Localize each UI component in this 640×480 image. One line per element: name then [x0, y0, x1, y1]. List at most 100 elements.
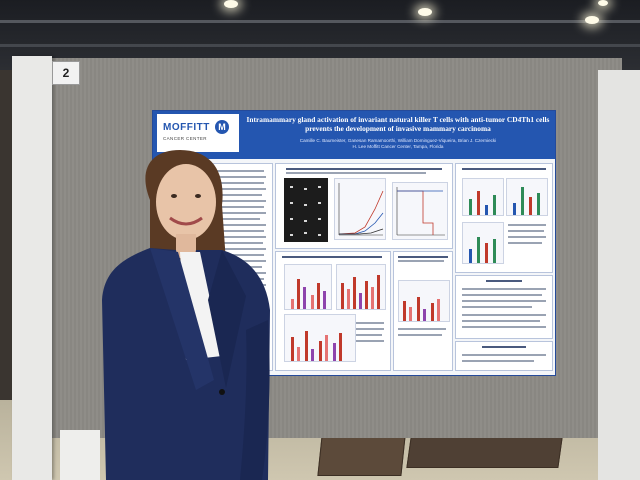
text-line [508, 224, 546, 226]
bar-chart [506, 178, 548, 216]
text-line [462, 300, 546, 302]
bar [469, 199, 472, 215]
bar [513, 203, 516, 215]
text-line [462, 354, 546, 356]
poster-panel-results-3 [393, 251, 453, 371]
text-line [356, 328, 384, 330]
text-line [356, 340, 384, 342]
logo-subtitle: CANCER CENTER [163, 136, 207, 141]
presenter-lapel [150, 248, 214, 390]
text-line [508, 236, 546, 238]
text-line [214, 206, 264, 208]
bar [493, 195, 496, 215]
presenter-face [156, 164, 216, 240]
bar [311, 349, 314, 361]
bar-chart [398, 280, 450, 322]
text-line [462, 360, 534, 362]
poster-panel-results-2 [275, 251, 391, 371]
bar [359, 293, 362, 309]
poster-panel-acknowledgements [455, 341, 553, 371]
bar [311, 295, 314, 309]
survival-curve-svg [396, 187, 445, 236]
text-line [214, 254, 264, 256]
presenter-smile [169, 216, 203, 226]
moffitt-logo: MOFFITT M CANCER CENTER [157, 114, 239, 152]
bar [323, 291, 326, 309]
booth-post-left [12, 56, 52, 480]
mri-image-grid [284, 178, 328, 242]
bar [521, 187, 524, 215]
text-line [356, 322, 384, 324]
bar [339, 333, 342, 361]
text-line [214, 194, 262, 196]
text-line [286, 168, 442, 170]
bar [303, 287, 306, 309]
text-line [214, 176, 266, 178]
text-line [486, 280, 522, 282]
presenter-arm [240, 320, 270, 480]
bar [297, 347, 300, 361]
bar-chart [336, 264, 386, 310]
text-line [214, 188, 266, 190]
ceiling-light [598, 0, 608, 6]
text-line [214, 200, 266, 202]
poster-title-line-1: Intramammary gland activation of invaria… [246, 115, 550, 124]
poster-authors: Camille C. Baumeister, Ganesan Ramamoort… [299, 138, 497, 143]
poster-title: Intramammary gland activation of invaria… [245, 115, 551, 133]
booth-post-right [598, 70, 640, 480]
poster-panel-results-4 [455, 163, 553, 273]
text-line [356, 334, 382, 336]
bar [493, 239, 496, 263]
text-line [482, 346, 526, 348]
text-line [214, 182, 264, 184]
bar [353, 277, 356, 309]
ceiling-light [418, 8, 432, 16]
survival-curve [392, 182, 448, 240]
text-line [462, 320, 540, 322]
poster-title-line-2: prevents the development of invasive mam… [305, 124, 491, 133]
bar [333, 343, 336, 361]
text-line [462, 294, 542, 296]
text-line [462, 314, 546, 316]
text-line [398, 334, 442, 336]
poster-panel-conclusions [455, 275, 553, 339]
text-line [214, 242, 263, 244]
bar [477, 191, 480, 215]
text-line [214, 218, 260, 220]
bar [423, 309, 426, 321]
bar-chart [284, 264, 332, 310]
line-graph-svg [338, 183, 384, 236]
bar [403, 301, 406, 321]
text-line [398, 256, 448, 258]
presenter-eye [171, 194, 177, 198]
text-line [398, 260, 444, 262]
bar [371, 287, 374, 309]
poster-header: MOFFITT M CANCER CENTER Intramammary gla… [153, 111, 555, 159]
text-line [214, 230, 264, 232]
ceiling-beam [0, 44, 640, 47]
bar [319, 341, 322, 361]
poster-byline: Camille C. Baumeister, Ganesan Ramamoort… [245, 138, 551, 150]
presenter-eye [195, 194, 201, 198]
poster-affiliation: H. Lee Moffitt Cancer Center, Tampa, Flo… [352, 144, 444, 149]
bar [437, 299, 440, 321]
text-line [214, 212, 266, 214]
bar [297, 279, 300, 309]
bar [291, 299, 294, 309]
bar [317, 283, 320, 309]
bar [409, 307, 412, 321]
bar [485, 243, 488, 263]
text-line [462, 168, 546, 170]
bar-chart [284, 314, 356, 362]
bar [291, 337, 294, 361]
bar [485, 205, 488, 215]
bar [347, 289, 350, 309]
text-line [462, 288, 546, 290]
text-line [214, 248, 266, 250]
logo-name: MOFFITT [163, 122, 210, 133]
text-line [462, 306, 532, 308]
text-line [508, 230, 544, 232]
bar [305, 331, 308, 361]
